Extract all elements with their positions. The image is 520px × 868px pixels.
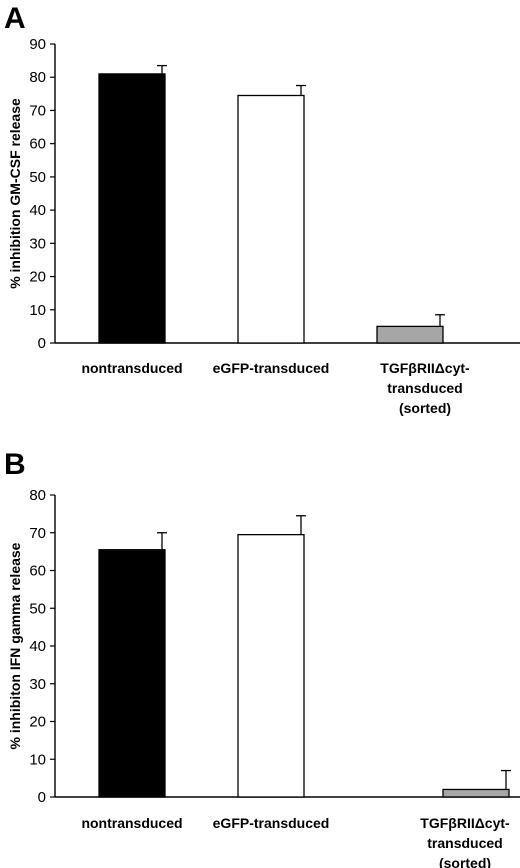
y-tick-label: 50 [29,169,46,186]
y-tick-label: 20 [29,714,46,731]
category-label: eGFP-transduced [213,360,330,376]
y-tick-label: 0 [38,335,46,352]
bar [237,533,305,798]
category-label-line: eGFP-transduced [213,815,330,831]
category-label: nontransduced [81,815,182,831]
category-label-line: nontransduced [81,815,182,831]
y-tick-label: 70 [29,102,46,119]
bar [98,549,166,798]
y-tick-label: 30 [29,235,46,252]
category-label: TGFβRIIΔcyt-transduced (sorted) [420,815,510,868]
panel-b: B % inhibiton IFN gamma release 0 10 20 30 40 5… [4,448,520,868]
category-label-line: nontransduced [81,360,182,376]
category-label: nontransduced [81,360,182,376]
y-tick-label: 30 [29,676,46,693]
category-label-line: (sorted) [399,400,451,416]
bar [98,73,166,344]
category-label: TGFβRIIΔcyt-transduced (sorted) [380,360,470,416]
category-label-line: transduced [427,835,502,851]
y-tick-label: 60 [29,136,46,153]
panel-letter: A [4,2,26,35]
bar [237,94,305,344]
y-tick-label: 10 [29,302,46,319]
y-tick-label: 40 [29,638,46,655]
category-label-line: TGFβRIIΔcyt- [420,815,510,831]
category-label-line: eGFP-transduced [213,360,330,376]
y-tick-label: 0 [38,789,46,806]
y-tick-label: 10 [29,751,46,768]
y-tick-label: 40 [29,202,46,219]
y-tick-label: 80 [29,69,46,86]
panel-letter: B [4,448,26,481]
panel-a: A % inhibition GM-CSF release 0 10 20 30 40 50 6… [4,2,520,416]
y-tick-label: 60 [29,563,46,580]
y-tick-label: 90 [29,36,46,53]
bar [442,788,510,798]
category-label-line: (sorted) [439,855,491,868]
y-tick-label: 20 [29,269,46,286]
y-axis-title: % inhibition GM-CSF release [7,98,23,289]
category-label-line: TGFβRIIΔcyt- [380,360,470,376]
y-axis-title: % inhibiton IFN gamma release [7,542,23,749]
y-tick-label: 70 [29,525,46,542]
y-tick-label: 50 [29,600,46,617]
y-tick-label: 80 [29,487,46,504]
bar [376,325,444,344]
category-label-line: transduced [387,380,462,396]
category-label: eGFP-transduced [213,815,330,831]
